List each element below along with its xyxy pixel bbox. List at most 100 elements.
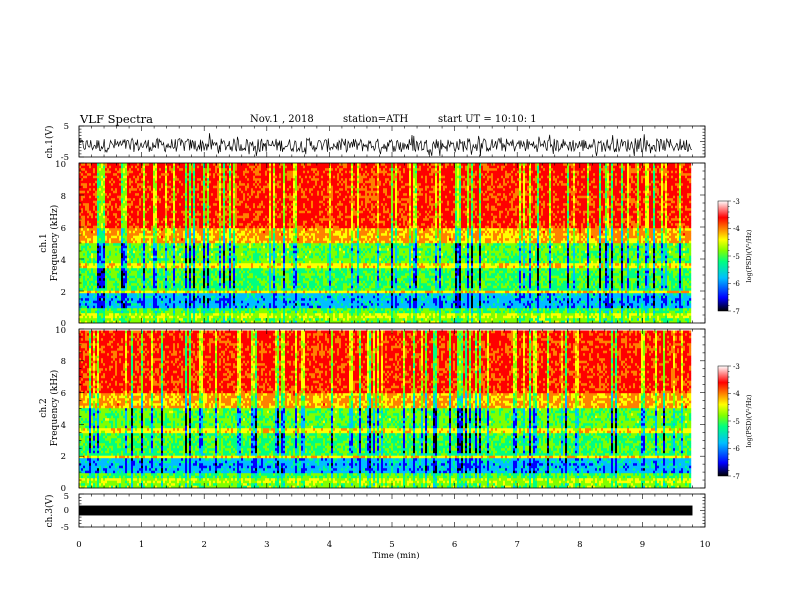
psd-cell [197, 290, 200, 294]
psd-cell [99, 263, 102, 266]
psd-cell [83, 300, 86, 304]
psd-cell [163, 218, 166, 221]
psd-cell [141, 280, 144, 284]
psd-cell [123, 205, 126, 209]
psd-cell [207, 188, 210, 191]
psd-cell [129, 193, 132, 196]
psd-cell [163, 188, 166, 191]
psd-cell [197, 188, 200, 191]
psd-cell [157, 273, 160, 276]
psd-cell [117, 308, 120, 311]
psd-cell [115, 295, 118, 299]
psd-cell [93, 250, 96, 254]
psd-cell [229, 208, 232, 211]
psd-cell [145, 190, 148, 194]
psd-cell [99, 235, 102, 239]
psd-cell [213, 295, 216, 299]
psd-cell [83, 273, 86, 276]
psd-cell [163, 303, 166, 306]
psd-cell [115, 198, 118, 201]
psd-cell [137, 238, 140, 241]
psd-cell [151, 270, 154, 274]
psd-cell [223, 315, 226, 319]
psd-cell [115, 265, 118, 269]
psd-cell [103, 233, 106, 236]
psd-cell [205, 238, 208, 241]
psd-cell [89, 250, 92, 254]
psd-cell [217, 273, 220, 276]
psd-cell [111, 188, 114, 191]
psd-cell [189, 293, 192, 296]
psd-cell [91, 293, 94, 296]
psd-cell [97, 305, 100, 309]
psd-cell [117, 180, 120, 184]
psd-cell [137, 288, 140, 291]
psd-cell [191, 178, 194, 181]
psd-cell [213, 318, 216, 321]
psd-cell [97, 248, 100, 251]
psd-cell [143, 223, 146, 226]
psd-cell [139, 165, 142, 169]
psd-cell [99, 308, 102, 311]
psd-cell [223, 305, 226, 309]
psd-cell [177, 253, 180, 256]
psd-cell [227, 225, 230, 229]
psd-cell [163, 203, 166, 206]
psd-cell [89, 280, 92, 284]
psd-cell [197, 165, 200, 169]
psd-cell [117, 283, 120, 286]
psd-cell [153, 258, 156, 261]
psd-cell [185, 295, 188, 299]
psd-cell [187, 200, 190, 204]
psd-cell [185, 290, 188, 294]
psd-cell [215, 315, 218, 319]
psd-cell [83, 210, 86, 214]
psd-cell [145, 163, 148, 166]
psd-cell [85, 175, 88, 179]
psd-cell [217, 255, 220, 259]
psd-cell [117, 268, 120, 271]
psd-cell [173, 228, 176, 231]
psd-cell [197, 250, 200, 254]
psd-cell [129, 228, 132, 231]
psd-cell [109, 313, 112, 316]
psd-cell [89, 305, 92, 309]
psd-cell [227, 238, 230, 241]
psd-cell [191, 303, 194, 306]
psd-cell [155, 278, 158, 281]
psd-cell [219, 258, 222, 261]
psd-cell [207, 210, 210, 214]
psd-cell [119, 265, 122, 269]
psd-cell [167, 280, 170, 284]
psd-cell [135, 265, 138, 269]
psd-cell [95, 175, 98, 179]
psd-cell [161, 188, 164, 191]
psd-cell [215, 283, 218, 286]
psd-cell [225, 228, 228, 231]
psd-cell [199, 233, 202, 236]
psd-cell [219, 243, 222, 246]
psd-cell [89, 260, 92, 264]
psd-cell [201, 243, 204, 246]
psd-cell [87, 263, 90, 266]
psd-cell [101, 190, 104, 194]
psd-cell [207, 293, 210, 296]
psd-cell [221, 280, 224, 284]
psd-cell [215, 185, 218, 189]
psd-cell [99, 215, 102, 219]
psd-cell [157, 193, 160, 196]
psd-cell [165, 255, 168, 259]
psd-cell [221, 265, 224, 269]
psd-cell [95, 208, 98, 211]
psd-cell [165, 248, 168, 251]
psd-cell [79, 258, 82, 261]
psd-cell [125, 265, 128, 269]
psd-cell [211, 270, 214, 274]
psd-cell [181, 203, 184, 206]
psd-cell [127, 290, 130, 294]
psd-cell [119, 318, 122, 321]
psd-cell [181, 303, 184, 306]
psd-cell [207, 228, 210, 231]
psd-cell [219, 263, 222, 266]
